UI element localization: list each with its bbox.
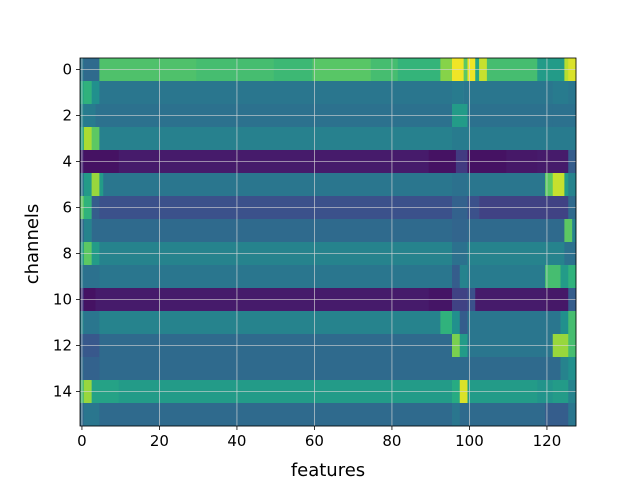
heatmap-cell <box>452 357 468 381</box>
grid-lines <box>80 58 576 426</box>
x-tick-label: 60 <box>305 432 324 450</box>
heatmap-cell <box>459 311 468 335</box>
y-tick-label: 12 <box>53 337 72 355</box>
heatmap-cell <box>83 127 92 151</box>
heatmap-cell <box>91 219 453 243</box>
y-tick-label: 8 <box>62 245 72 263</box>
heatmap-cell <box>560 265 569 289</box>
heatmap-cells <box>80 58 577 427</box>
heatmap-cell <box>545 173 554 197</box>
heatmap-cell <box>99 403 453 427</box>
heatmap-cell <box>560 311 569 335</box>
heatmap-cell <box>83 81 92 105</box>
heatmap-cell <box>459 403 468 427</box>
heatmap-cell <box>452 311 461 335</box>
heatmap-cell <box>99 127 453 151</box>
heatmap-cell <box>452 265 461 289</box>
heatmap-cell <box>467 265 546 289</box>
x-tick-label: 40 <box>227 432 246 450</box>
heatmap-cell <box>452 81 464 105</box>
x-tick-label: 20 <box>150 432 169 450</box>
heatmap-cell <box>560 357 569 381</box>
x-tick-label: 100 <box>455 432 484 450</box>
heatmap-cell <box>440 311 453 335</box>
y-axis-label: channels <box>22 204 43 285</box>
heatmap-cell <box>568 81 577 105</box>
heatmap-cell <box>467 403 546 427</box>
heatmap-cell <box>463 81 554 105</box>
plot-frame <box>79 57 577 427</box>
x-axis-ticks: 0 20 40 60 80 100 120 <box>77 426 561 450</box>
heatmap-cell <box>83 219 92 243</box>
heatmap-cell <box>452 219 468 243</box>
heatmap-cell <box>452 127 468 151</box>
heatmap-cell <box>99 173 104 197</box>
heatmap-cell <box>545 265 561 289</box>
heatmap-cell <box>572 219 577 243</box>
heatmap-cell <box>564 219 573 243</box>
heatmap-cell <box>103 173 453 197</box>
heatmap-cell <box>568 173 577 197</box>
heatmap-cell <box>83 173 92 197</box>
x-tick-label: 80 <box>382 432 401 450</box>
y-axis-ticks: 0 2 4 6 8 10 12 14 <box>53 61 80 401</box>
heatmap-cell <box>459 265 468 289</box>
y-tick-label: 10 <box>53 291 72 309</box>
heatmap-cell <box>91 127 100 151</box>
heatmap-cell <box>99 311 441 335</box>
heatmap-cell <box>99 265 453 289</box>
heatmap-cell <box>467 219 565 243</box>
y-tick-label: 2 <box>62 107 72 125</box>
y-tick-label: 6 <box>62 199 72 217</box>
heatmap-cell <box>467 173 546 197</box>
heatmap-cell <box>452 173 468 197</box>
heatmap-cell <box>91 173 100 197</box>
heatmap-cell <box>568 357 577 381</box>
heatmap-cell <box>568 311 577 335</box>
heatmap-cell <box>568 403 577 427</box>
heatmap-cell <box>467 357 561 381</box>
heatmap-cell <box>467 127 577 151</box>
heatmap-cell <box>568 265 577 289</box>
heatmap-cell <box>99 81 453 105</box>
heatmap-cell <box>552 81 569 105</box>
heatmap-cell <box>467 311 561 335</box>
axes-border <box>79 57 577 427</box>
heatmap-cell <box>83 311 100 335</box>
x-tick-label: 120 <box>533 432 562 450</box>
heatmap-cell <box>452 403 461 427</box>
heatmap-cell <box>545 403 569 427</box>
y-tick-label: 0 <box>62 61 72 79</box>
heatmap-cell <box>83 357 100 381</box>
x-axis-label: features <box>291 460 365 480</box>
heatmap-cell <box>83 265 100 289</box>
heatmap-cell <box>552 173 565 197</box>
x-tick-label: 0 <box>77 432 87 450</box>
y-tick-label: 4 <box>62 153 72 171</box>
heatmap-cell <box>83 403 100 427</box>
heatmap-cell <box>99 357 453 381</box>
y-tick-label: 14 <box>53 383 72 401</box>
heatmap-cell <box>91 81 100 105</box>
heatmap-cell <box>564 173 569 197</box>
